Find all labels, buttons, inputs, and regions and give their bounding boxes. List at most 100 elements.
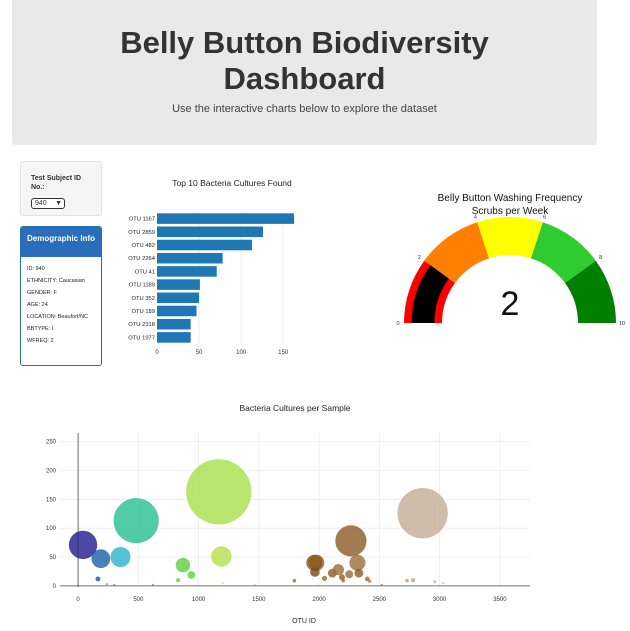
bubble [433, 580, 437, 584]
bubble [308, 554, 325, 571]
bubble [91, 549, 111, 569]
demographic-line: GENDER: F [27, 290, 57, 296]
subject-id-dropdown[interactable]: 940 ▼ [31, 198, 65, 209]
bubble-x-tick-label: 0 [76, 597, 80, 603]
bubble [106, 583, 108, 586]
bar-category-label: OTU 2859 [128, 230, 155, 236]
bubble [405, 578, 409, 583]
bubble [151, 583, 154, 586]
bubble [211, 546, 232, 567]
bar-category-label: OTU 1189 [129, 283, 155, 289]
bar [157, 213, 295, 224]
bubble [95, 576, 101, 582]
bar-category-label: OTU 41 [135, 269, 155, 275]
bubble-y-tick-label: 50 [49, 555, 56, 561]
bubble [332, 564, 344, 576]
bubble-x-tick-label: 3000 [433, 597, 447, 603]
bubble [187, 571, 196, 579]
bubble-y-tick-label: 200 [46, 468, 57, 474]
bar [157, 292, 200, 304]
gauge-tick-label: 2 [418, 255, 421, 261]
gauge-band [424, 222, 489, 284]
bubble [397, 487, 448, 539]
gauge-value-number: 2 [501, 285, 520, 323]
bubble-y-tick-label: 0 [53, 584, 57, 590]
demographic-line: ID: 940 [27, 266, 45, 272]
bubble-x-tick-label: 2500 [373, 597, 387, 603]
bar [157, 226, 263, 238]
bubble-chart: Bacteria Cultures per Sample 0 50 100 150 200… [46, 403, 530, 625]
gauge-band [565, 260, 616, 323]
bubble-x-tick-label: 2000 [312, 597, 326, 603]
bubble [186, 459, 252, 525]
demographic-line: LOCATION: Beaufort/NC [27, 314, 89, 320]
bar [157, 332, 191, 343]
bar-category-label: OTU 2264 [128, 256, 156, 262]
gauge-tick-label: 6 [543, 214, 546, 220]
bubble-x-tick-label: 3500 [493, 597, 507, 603]
bubble [341, 578, 346, 583]
page-title: Belly Button Biodiversity Dashboard [12, 25, 597, 97]
bubble [335, 525, 367, 557]
bar-x-tick-label: 50 [196, 350, 203, 356]
bubble [442, 581, 445, 584]
bubble [321, 575, 328, 581]
bar-category-label: OTU 1977 [128, 335, 155, 341]
demographic-panel-body: ID: 940 ETHNICITY: Caucasian GENDER: F AGE:… [21, 257, 101, 359]
bubble [292, 578, 297, 583]
bubble [113, 583, 116, 586]
top10-bar-chart: Top 10 Bacteria Cultures Found 0 50 100 150 O… [128, 178, 295, 356]
demographic-line: ETHNICITY: Caucasian [27, 278, 85, 284]
bubble-x-axis-label: OTU ID [292, 618, 316, 625]
bar-category-label: OTU 2318 [128, 322, 155, 328]
gauge-band [531, 222, 596, 284]
bubble-y-tick-label: 100 [46, 526, 57, 532]
bar-category-label: OTU 482 [131, 243, 155, 249]
bubble [354, 568, 364, 578]
gauge-band [477, 217, 543, 259]
bubble [68, 530, 98, 560]
bubble-x-tick-label: 500 [133, 597, 144, 603]
bar [157, 279, 200, 290]
gauge-tick-label: 0 [396, 321, 399, 327]
demographic-line: WFREQ: 2 [27, 338, 54, 344]
bubble [254, 583, 257, 586]
gauge-tick-label: 8 [599, 255, 602, 261]
bubble-chart-title: Bacteria Cultures per Sample [239, 403, 350, 413]
bar-category-label: OTU 352 [131, 296, 155, 302]
subject-selector-well: Test Subject ID No.: 940 ▼ [20, 161, 102, 216]
header-jumbotron: Belly Button Biodiversity Dashboard Use … [12, 0, 597, 145]
chevron-down-icon: ▼ [55, 200, 62, 207]
gauge-tick-label: 10 [619, 321, 625, 327]
bubble-x-tick-label: 1500 [252, 597, 266, 603]
bar-x-tick-label: 0 [155, 350, 159, 356]
bar-x-tick-label: 150 [278, 350, 289, 356]
gauge-title-line1: Belly Button Washing Frequency [438, 193, 583, 204]
bar [157, 305, 197, 317]
bar-category-label: OTU 1167 [129, 217, 155, 223]
bubble [368, 579, 372, 583]
demographic-line: AGE: 24 [27, 302, 48, 308]
page-title-line1: Belly Button Biodiversity [120, 25, 489, 60]
bubble [349, 554, 366, 571]
gauge-title-line2: Scrubs per Week [472, 206, 550, 217]
subject-selector-label: Test Subject ID No.: [31, 175, 82, 191]
subject-id-value: 940 [35, 200, 47, 207]
demographic-line: BBTYPE: I [27, 326, 54, 332]
bar [157, 318, 191, 330]
demographic-panel: Demographic Info ID: 940 ETHNICITY: Cauca… [20, 226, 102, 366]
wash-frequency-gauge: Belly Button Washing Frequency Scrubs per… [396, 193, 625, 327]
bubble [221, 581, 224, 584]
bubble [113, 498, 159, 544]
gauge-tick-label: 4 [474, 214, 477, 220]
gauge-value-bar [411, 265, 449, 323]
bubble [339, 574, 345, 581]
bubble-x-tick-label: 1000 [192, 597, 206, 603]
bubble [364, 576, 370, 582]
bar [157, 239, 253, 251]
bar [157, 266, 217, 277]
bubble [345, 570, 354, 579]
bubble [380, 583, 383, 586]
bar-category-label: OTU 189 [131, 309, 155, 315]
page-title-line2: Dashboard [223, 61, 386, 96]
